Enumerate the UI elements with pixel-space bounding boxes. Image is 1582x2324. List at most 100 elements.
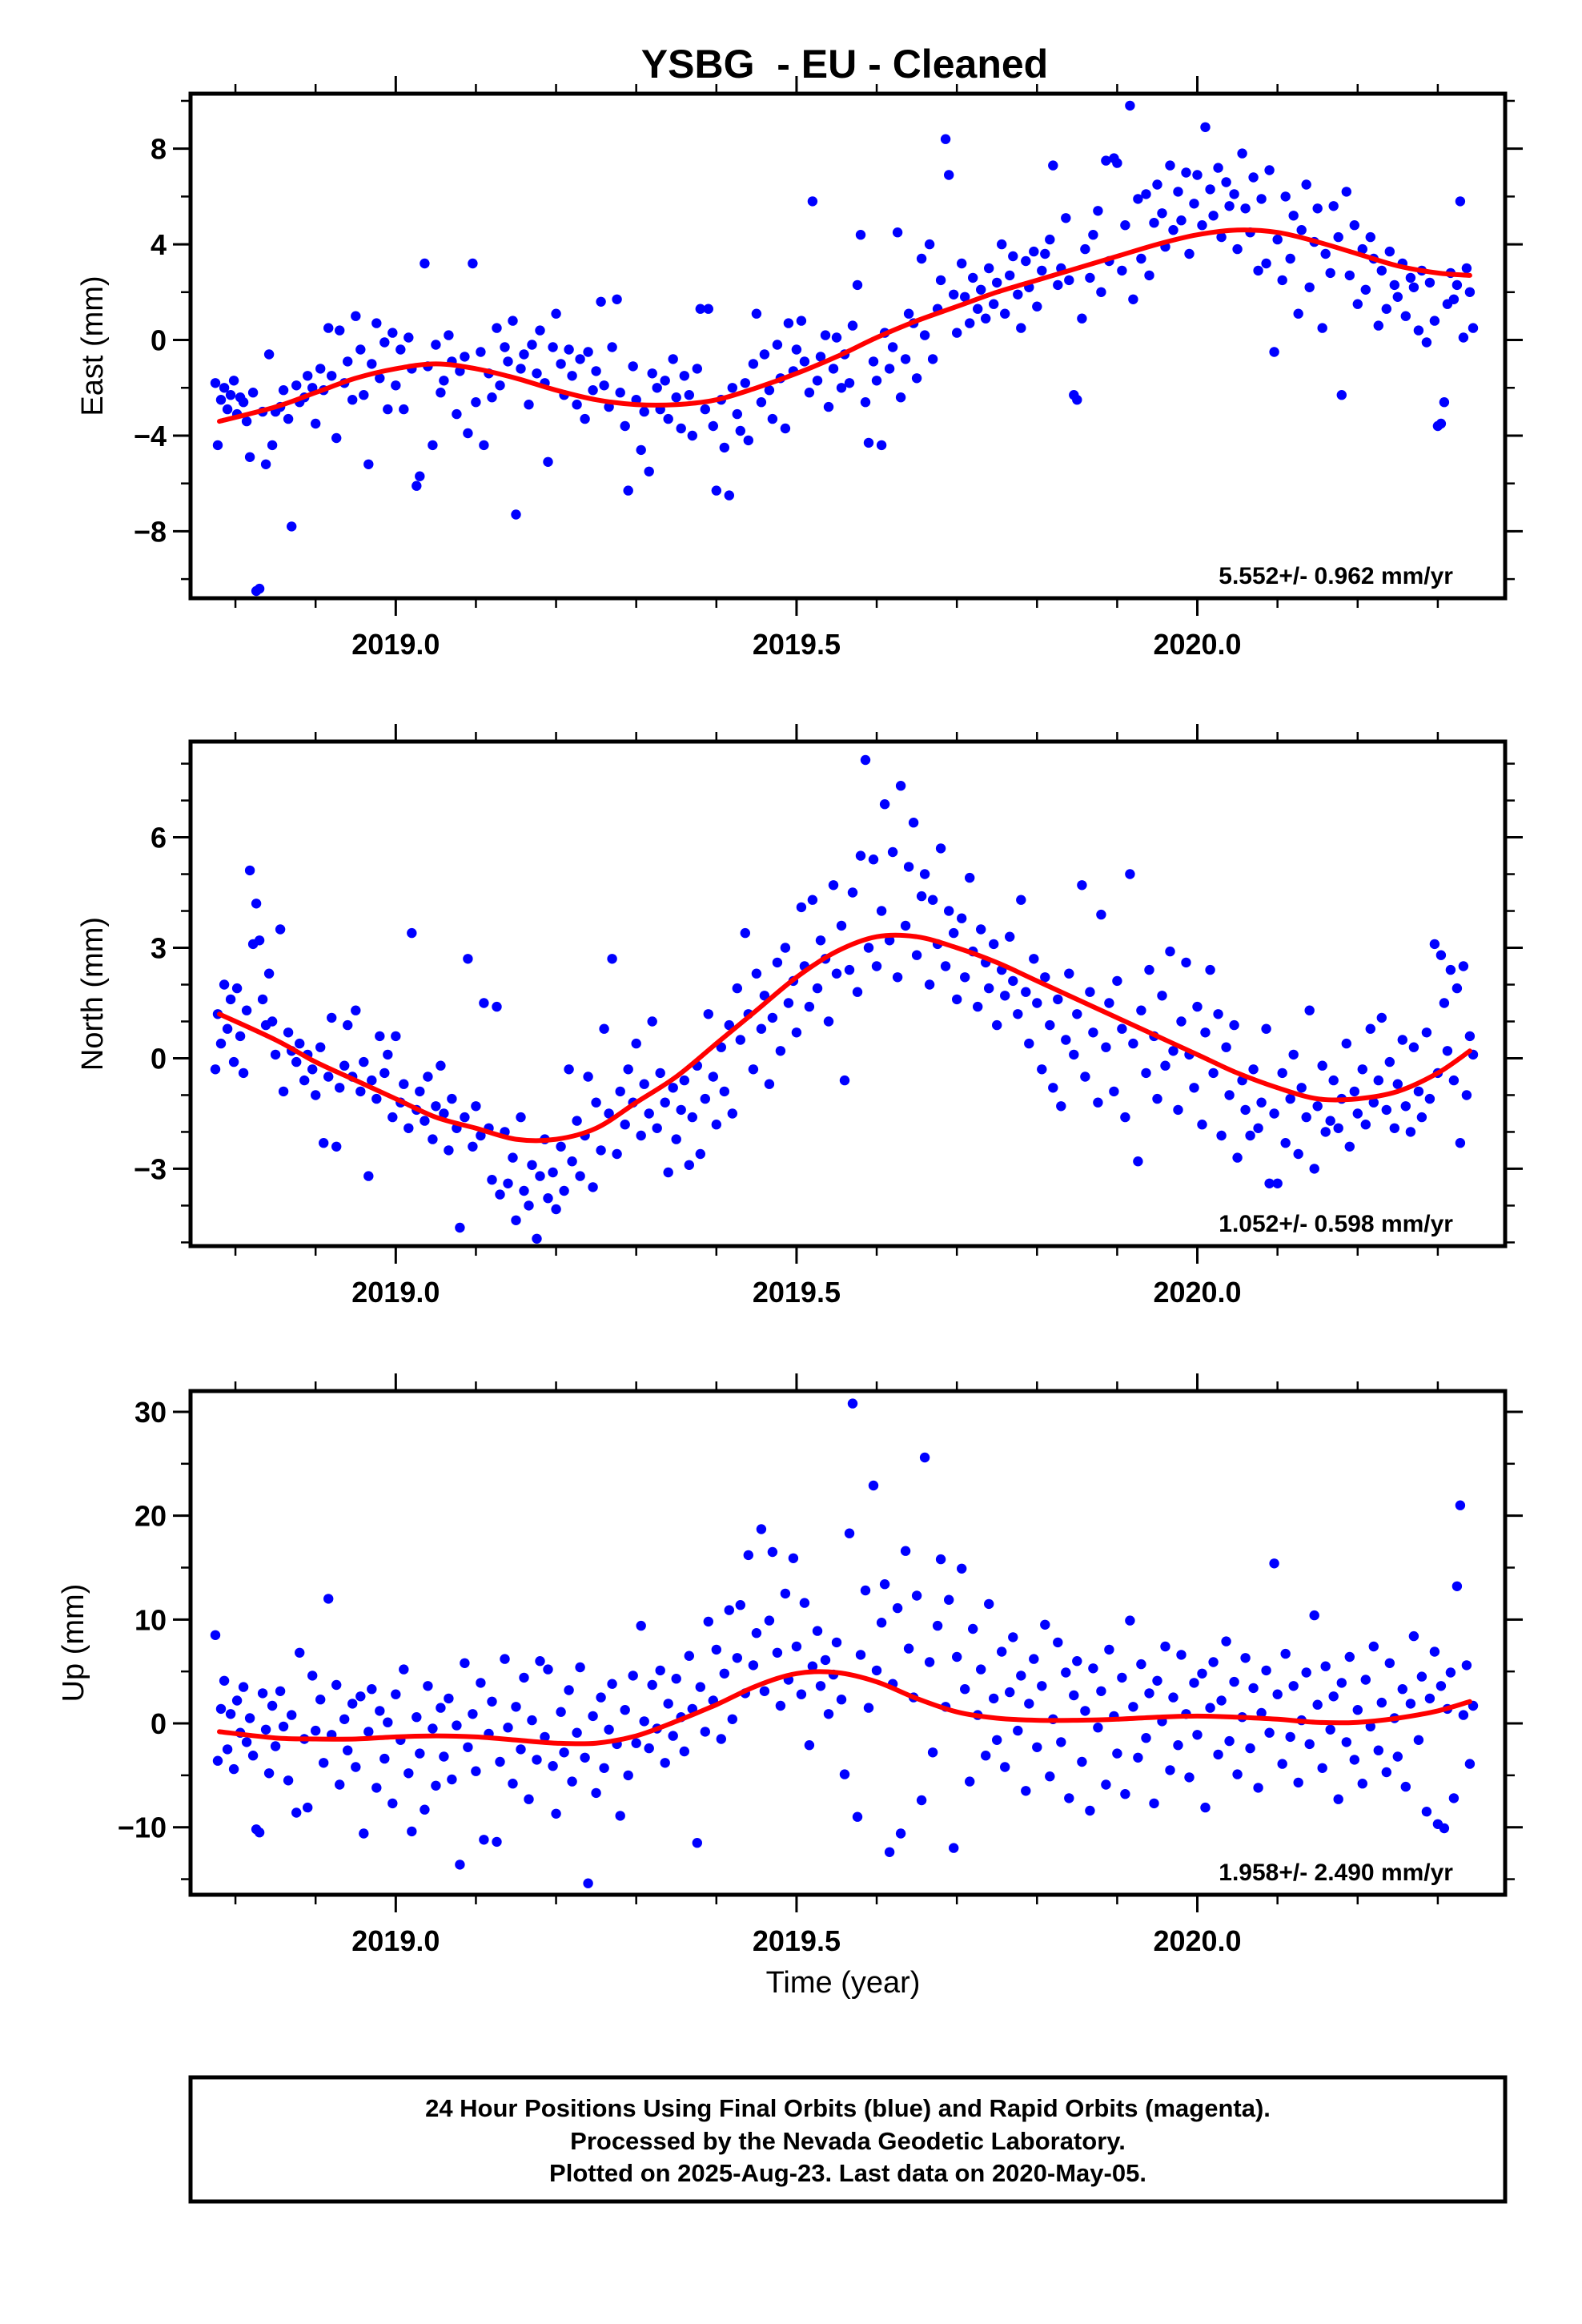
up-data-point [572,1727,582,1738]
north-data-point [1181,957,1191,968]
up-data-point [895,1828,906,1839]
north-data-point [1024,1038,1034,1049]
east-data-point [732,408,742,420]
north-data-point [1269,1108,1279,1119]
north-data-point [1445,964,1456,975]
up-data-point [599,1763,609,1773]
east-data-point [997,239,1007,250]
north-data-point [620,1120,630,1130]
east-data-point [396,344,406,355]
up-data-point [855,1650,866,1660]
north-data-point [700,1093,710,1104]
up-data-point [1405,1699,1416,1709]
east-y-tick-label: −4 [134,420,167,452]
east-data-point [700,404,710,415]
east-data-point [1317,323,1327,333]
east-plot-frame [188,91,1508,601]
up-data-point [1397,1684,1408,1695]
up-y-tick-label: −10 [118,1811,167,1844]
up-data-point [383,1717,393,1727]
up-data-point [275,1686,286,1696]
north-data-point [1165,946,1175,957]
up-data-point [1232,1769,1243,1779]
east-data-point [315,364,326,374]
up-data-point [1205,1703,1215,1713]
up-data-point [222,1744,233,1755]
north-data-point [919,869,930,879]
east-data-point [1096,287,1106,297]
north-data-point [639,1079,649,1089]
north-data-point [532,1233,542,1244]
north-data-point [1368,1097,1379,1108]
east-data-point [1168,225,1178,235]
north-data-point [1392,1079,1403,1089]
east-data-point [327,371,337,381]
east-data-point [404,332,414,343]
north-data-point [719,1086,729,1097]
east-data-point [855,230,866,240]
up-data-point [1008,1632,1018,1642]
up-x-tick-label: 2019.5 [753,1924,841,1957]
east-data-point [636,444,646,456]
east-data-point [836,383,847,393]
east-data-point [1117,265,1127,276]
east-data-point [347,395,358,405]
north-data-point [444,1145,454,1156]
north-data-point [796,902,807,913]
north-data-point [735,1035,745,1045]
north-data-point [1253,1123,1263,1134]
east-data-point [1304,282,1315,292]
up-data-point [215,1703,227,1715]
north-data-point [423,1072,433,1082]
east-data-point [219,383,230,393]
east-data-point [973,304,983,314]
up-data-point [989,1693,999,1704]
east-data-point [1189,199,1199,209]
north-data-point [1117,1023,1127,1034]
up-data-point [331,1679,342,1691]
up-data-point [719,1668,729,1679]
up-data-point [1197,1668,1207,1679]
east-data-point [1077,313,1087,324]
east-data-point [1312,203,1323,214]
east-data-point [1435,418,1447,429]
east-data-point [756,397,767,408]
north-x-tick-label: 2019.0 [351,1276,440,1309]
north-data-point [1264,1178,1275,1189]
up-data-point [335,1779,345,1790]
east-data-point [399,404,409,415]
east-data-point [952,328,962,338]
up-data-point [965,1776,975,1787]
east-data-point [1373,320,1384,331]
up-data-point [1272,1689,1283,1699]
up-data-point [1248,1683,1259,1694]
x-axis-label: Time (year) [766,1966,921,2000]
up-data-point [1435,1681,1447,1691]
up-data-point [935,1554,946,1565]
up-data-point [343,1745,353,1755]
east-data-point [479,440,489,451]
north-data-point [463,954,473,964]
east-data-point [711,485,721,496]
east-data-point [740,378,750,388]
up-data-point [323,1594,334,1604]
north-data-point [823,1016,834,1027]
up-data-point [916,1795,927,1806]
north-data-point [1325,1116,1335,1126]
up-data-point [1384,1658,1395,1668]
east-data-point [428,440,438,451]
up-data-point [479,1835,489,1845]
up-y-tick-label: 10 [135,1603,167,1636]
north-data-point [828,880,839,891]
up-data-point [1448,1793,1460,1803]
east-data-point [1048,160,1058,171]
east-data-point [852,279,863,291]
north-data-point [1101,1042,1111,1052]
east-data-point [708,420,718,432]
north-data-point [439,1108,449,1119]
north-data-point [844,964,855,975]
east-data-point [1157,208,1167,219]
up-data-point [575,1662,585,1673]
east-data-point [895,392,906,403]
up-data-point [1277,1759,1287,1769]
